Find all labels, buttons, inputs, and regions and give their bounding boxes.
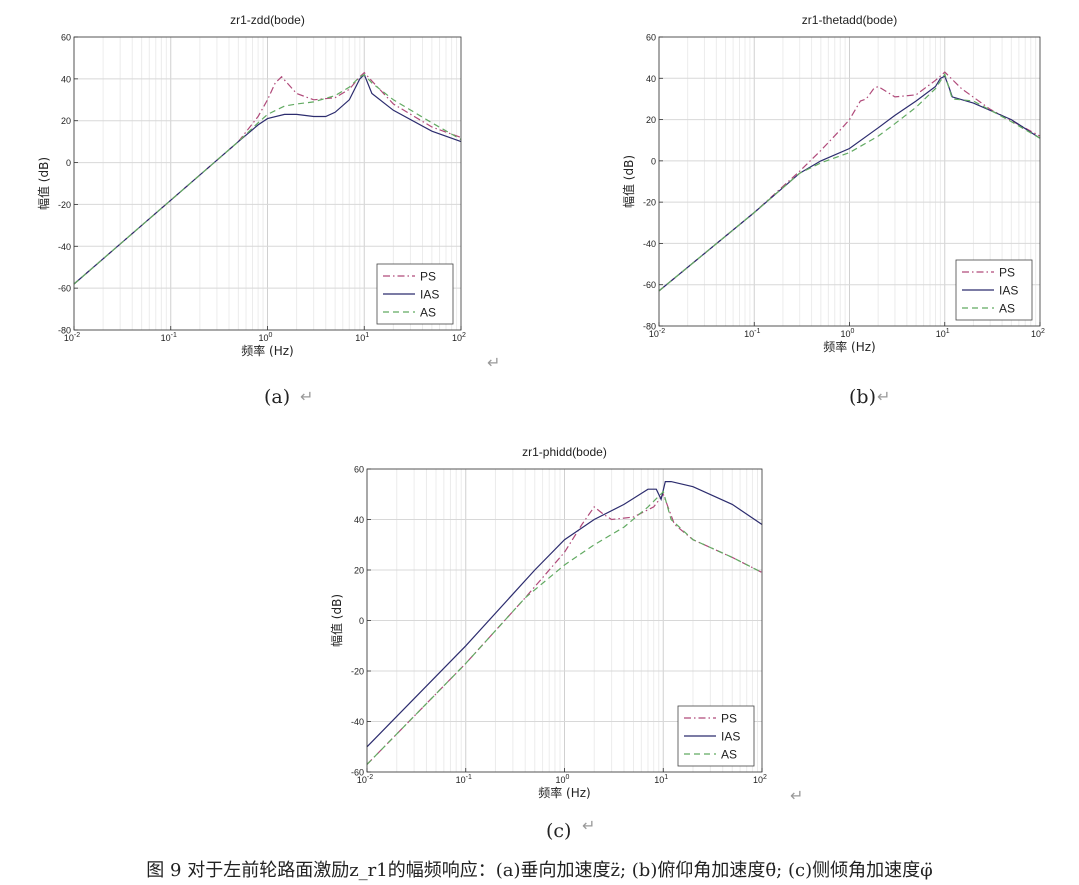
y-tick-label: -20 [643, 198, 656, 208]
x-tick-label: 10-1 [456, 774, 472, 785]
chart-1: -80 -60 -40 -20 0 20 40 60 10-2 10-1 100 101 102 zr1-… [36, 13, 466, 358]
series-line-ias [658, 75, 1041, 292]
return-mark-a: ↵ [300, 387, 314, 406]
series-line-ps [658, 71, 1041, 292]
subcaption-c: (c) [546, 820, 572, 842]
y-tick-label: 20 [646, 115, 656, 125]
x-axis-label: 频率 (Hz) [823, 339, 876, 354]
y-tick-label: -20 [58, 200, 71, 210]
chart-title: zr1-thetadd(bode) [802, 13, 897, 27]
x-tick-label: 10-1 [744, 328, 760, 339]
return-mark-c: ↵ [582, 816, 596, 835]
y-tick-label: 60 [354, 465, 364, 475]
return-mark-c-right: ↵ [790, 786, 804, 805]
legend-label-ps: PS [721, 712, 737, 726]
x-tick-label: 10-2 [649, 328, 665, 339]
legend-label-ias: IAS [721, 730, 740, 744]
x-tick-label: 10-2 [64, 332, 80, 343]
legend: PS IAS AS [955, 259, 1033, 321]
x-tick-label: 101 [355, 332, 369, 343]
y-tick-label: 40 [61, 74, 71, 84]
x-tick-label: 102 [1031, 328, 1045, 339]
y-tick-label: -40 [58, 242, 71, 252]
x-tick-label: 10-1 [161, 332, 177, 343]
series-line-ias [366, 481, 763, 748]
chart-title: zr1-phidd(bode) [522, 445, 607, 459]
y-tick-label: -40 [643, 239, 656, 249]
legend-label-as: AS [420, 306, 436, 320]
x-tick-label: 100 [556, 774, 570, 785]
x-tick-label: 102 [753, 774, 767, 785]
y-tick-label: -20 [351, 667, 364, 677]
series-line-ias [73, 73, 462, 285]
y-tick-label: 40 [354, 515, 364, 525]
legend-label-ias: IAS [999, 284, 1018, 298]
legend-label-as: AS [721, 748, 737, 762]
legend: PS IAS AS [677, 705, 755, 767]
y-axis-label: 幅值 (dB) [36, 157, 51, 210]
y-tick-label: 0 [651, 156, 656, 166]
y-tick-label: -80 [643, 322, 656, 332]
y-tick-label: -60 [351, 768, 364, 778]
y-tick-label: 0 [66, 158, 71, 168]
y-tick-label: 20 [61, 116, 71, 126]
y-tick-label: -60 [58, 284, 71, 294]
chart-3: -60 -40 -20 0 20 40 60 10-2 10-1 100 101 102 zr1-phi… [329, 445, 767, 800]
y-tick-label: 20 [354, 566, 364, 576]
x-tick-label: 100 [259, 332, 273, 343]
series-line-as [658, 72, 1041, 292]
y-tick-label: -40 [351, 717, 364, 727]
y-tick-label: -80 [58, 326, 71, 336]
legend-label-ias: IAS [420, 288, 439, 302]
legend-label-as: AS [999, 302, 1015, 316]
x-tick-label: 101 [936, 328, 950, 339]
y-tick-label: 60 [61, 33, 71, 43]
subcaption-a: (a) [264, 386, 291, 408]
y-tick-label: 40 [646, 74, 656, 84]
x-axis-label: 频率 (Hz) [538, 785, 591, 800]
series-line-as [73, 73, 462, 285]
x-tick-label: 100 [841, 328, 855, 339]
chart-title: zr1-zdd(bode) [230, 13, 305, 27]
y-tick-label: 60 [646, 33, 656, 43]
chart-2: -80 -60 -40 -20 0 20 40 60 10-2 10-1 100 101 102 zr1-… [621, 13, 1045, 354]
y-tick-label: 0 [359, 616, 364, 626]
series-line-as [366, 490, 763, 765]
y-axis-label: 幅值 (dB) [329, 594, 344, 647]
x-tick-label: 101 [654, 774, 668, 785]
y-tick-label: -60 [643, 280, 656, 290]
x-axis-label: 频率 (Hz) [241, 343, 294, 358]
x-tick-label: 102 [452, 332, 466, 343]
return-mark-a-right: ↵ [487, 353, 501, 372]
legend-label-ps: PS [420, 270, 436, 284]
return-mark-b: ↵ [877, 387, 891, 406]
legend: PS IAS AS [376, 263, 454, 325]
figure-caption: 图 9 对于左前轮路面激励z_r1的幅频响应：(a)垂向加速度z̈; (b)俯仰… [146, 860, 933, 881]
legend-label-ps: PS [999, 266, 1015, 280]
y-axis-label: 幅值 (dB) [621, 155, 636, 208]
subcaption-b: (b) [849, 386, 876, 408]
x-tick-label: 10-2 [357, 774, 373, 785]
